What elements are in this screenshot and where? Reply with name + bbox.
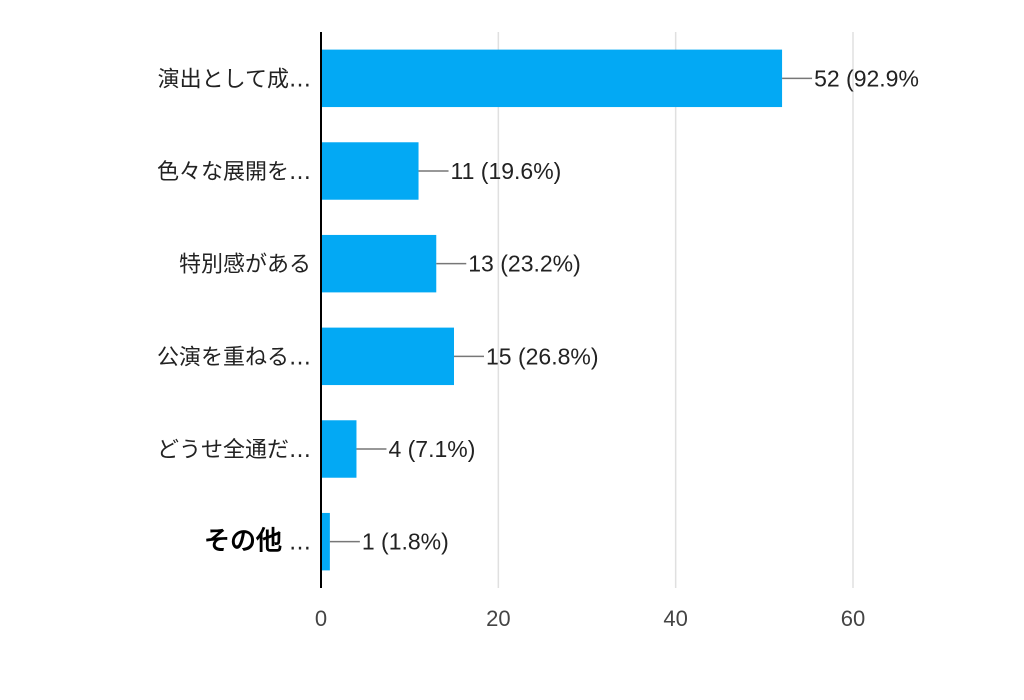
category-label-text: 色々な展開を…: [157, 160, 311, 185]
bars: [321, 49, 783, 571]
data-label: 4 (7.1%): [388, 436, 475, 462]
bar: [321, 142, 419, 200]
category-label: どうせ全通だ…: [157, 438, 311, 463]
category-label: 演出として成…: [158, 67, 311, 92]
x-tick-label: 20: [486, 606, 510, 631]
bar: [321, 49, 783, 108]
category-label: 特別感がある: [179, 253, 311, 278]
x-tick-label: 0: [315, 606, 327, 631]
data-label: 11 (19.6%): [451, 158, 562, 184]
data-label-leaders: [329, 77, 813, 543]
category-label: 公演を重ねる…: [157, 345, 311, 370]
data-labels: 52 (92.9% 11 (19.6%) 13 (23.2%) 15 (26.8%) 4…: [362, 65, 919, 554]
x-tick-label: 40: [663, 606, 687, 631]
category-label-text: その他: [204, 527, 282, 557]
category-label: その他 …: [204, 527, 311, 557]
bar: [321, 327, 454, 386]
category-label-text: 特別感がある: [179, 253, 311, 278]
category-label-text: 演出として成…: [158, 67, 311, 92]
bar: [321, 234, 437, 293]
data-label: 15 (26.8%): [486, 343, 599, 369]
category-label-suffix: …: [282, 531, 311, 556]
bar: [321, 512, 330, 571]
data-label: 1 (1.8%): [362, 529, 449, 555]
bar: [321, 420, 357, 478]
data-label: 13 (23.2%): [468, 251, 581, 277]
data-label: 52 (92.9%: [814, 65, 919, 91]
category-label-text: どうせ全通だ…: [157, 438, 311, 463]
category-label-text: 公演を重ねる…: [157, 345, 311, 370]
category-label: 色々な展開を…: [157, 160, 311, 185]
x-axis-ticks: 0 20 40 60: [315, 606, 865, 631]
grid-lines: [497, 32, 854, 588]
x-tick-label: 60: [841, 606, 865, 631]
